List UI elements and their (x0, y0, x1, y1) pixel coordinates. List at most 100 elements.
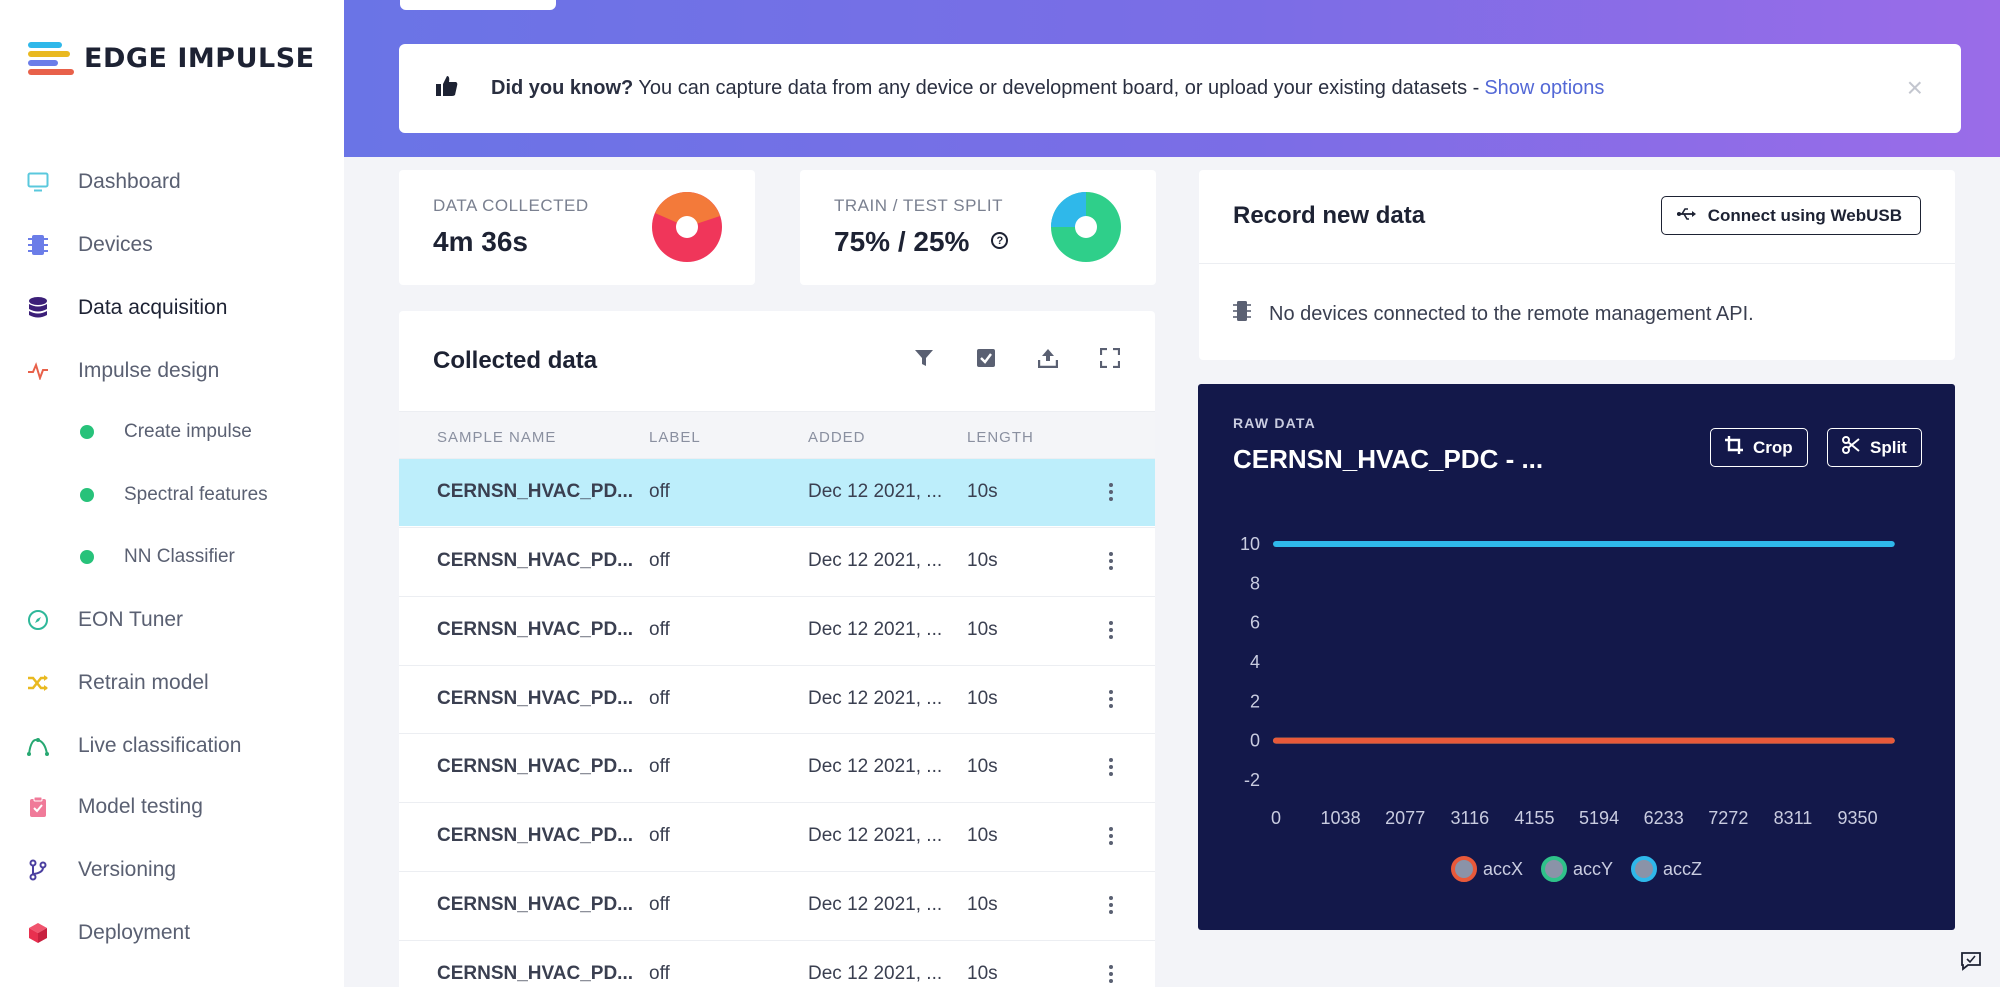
usb-icon (1676, 206, 1696, 226)
y-tick-label: 6 (1250, 613, 1260, 633)
sidebar-item-label: Devices (78, 233, 153, 256)
legend-label: accZ (1663, 858, 1703, 879)
x-tick-label: 0 (1271, 808, 1281, 828)
sidebar-item-data-acquisition[interactable]: Data acquisition (26, 296, 227, 320)
added-cell: Dec 12 2021, ... (808, 963, 943, 984)
sidebar-item-devices[interactable]: Devices (26, 233, 153, 257)
added-cell: Dec 12 2021, ... (808, 756, 943, 777)
help-icon[interactable]: ? (991, 232, 1009, 250)
close-icon[interactable]: × (1906, 72, 1923, 103)
table-row[interactable]: CERNSN_HVAC_PD... off Dec 12 2021, ... 1… (399, 527, 1155, 595)
upload-icon[interactable] (1037, 347, 1059, 369)
sidebar-subitem-nn-classifier[interactable]: NN Classifier (80, 546, 235, 568)
curve-icon (26, 734, 50, 758)
sidebar-item-label: Data acquisition (78, 296, 228, 319)
connect-webusb-button[interactable]: Connect using WebUSB (1660, 196, 1921, 235)
select-checkbox-icon[interactable] (975, 347, 997, 369)
table-row[interactable]: CERNSN_HVAC_PD... off Dec 12 2021, ... 1… (399, 940, 1155, 987)
collected-data-toolbar (913, 347, 1121, 369)
crop-button[interactable]: Crop (1710, 428, 1808, 467)
table-row[interactable]: CERNSN_HVAC_PD... off Dec 12 2021, ... 1… (399, 458, 1155, 526)
row-menu-icon[interactable] (1109, 552, 1115, 570)
collected-data-panel: Collected data SAMPLE NAME LABEL ADDED L… (399, 311, 1155, 987)
sidebar-item-model-testing[interactable]: Model testing (26, 795, 203, 819)
sidebar-item-live-classification[interactable]: Live classification (26, 734, 241, 758)
page-header: Did you know? You can capture data from … (344, 0, 2000, 157)
raw-data-label: RAW DATA (1233, 415, 1316, 431)
shuffle-icon (26, 671, 50, 695)
button-label: Crop (1753, 437, 1793, 457)
app-logo[interactable]: EDGE IMPULSE (28, 42, 315, 75)
row-menu-icon[interactable] (1109, 827, 1115, 845)
show-options-link[interactable]: Show options (1484, 77, 1605, 99)
header-tab[interactable] (400, 0, 556, 10)
legend-item[interactable]: accX (1450, 856, 1523, 882)
label-cell: off (649, 688, 670, 709)
column-header-length[interactable]: LENGTH (967, 429, 1034, 446)
sidebar-item-dashboard[interactable]: Dashboard (26, 170, 181, 194)
table-row[interactable]: CERNSN_HVAC_PD... off Dec 12 2021, ... 1… (399, 733, 1155, 801)
sidebar-subitem-create-impulse[interactable]: Create impulse (80, 421, 252, 443)
row-menu-icon[interactable] (1109, 758, 1115, 776)
label-cell: off (649, 619, 670, 640)
y-tick-label: 10 (1240, 534, 1260, 554)
legend-item[interactable]: accZ (1631, 856, 1702, 882)
button-label: Connect using WebUSB (1707, 205, 1902, 225)
legend-label: accX (1482, 858, 1523, 879)
label-cell: off (649, 825, 670, 846)
legend-item[interactable]: accY (1540, 856, 1613, 882)
column-header-sample-name[interactable]: SAMPLE NAME (437, 429, 557, 446)
row-menu-icon[interactable] (1109, 621, 1115, 639)
sidebar-subitem-label: Create impulse (124, 421, 252, 442)
stat-label: DATA COLLECTED (433, 196, 589, 215)
pulse-icon (26, 359, 50, 383)
chart-legend: accX accY accZ (1198, 856, 1955, 882)
split-button[interactable]: Split (1827, 428, 1922, 467)
status-dot-icon (80, 425, 94, 439)
table-row[interactable]: CERNSN_HVAC_PD... off Dec 12 2021, ... 1… (399, 802, 1155, 870)
database-icon (26, 296, 50, 320)
sidebar-subitem-spectral-features[interactable]: Spectral features (80, 484, 268, 506)
feedback-icon[interactable] (1960, 951, 1984, 973)
row-menu-icon[interactable] (1109, 965, 1115, 983)
train-test-split-card: TRAIN / TEST SPLIT 75% / 25%? (800, 170, 1156, 285)
cube-icon (26, 921, 50, 945)
expand-icon[interactable] (1099, 347, 1121, 369)
legend-swatch (1450, 856, 1477, 882)
sidebar-item-versioning[interactable]: Versioning (26, 858, 176, 882)
sidebar-item-label: Retrain model (78, 671, 209, 694)
y-tick-label: 8 (1250, 573, 1260, 593)
scissors-icon (1842, 436, 1860, 459)
added-cell: Dec 12 2021, ... (808, 481, 943, 502)
raw-data-chart: 10 8 6 4 2 0 -2 0 1038 2077 3116 4155 5194 6233 7272 83… (1240, 534, 1895, 828)
split-pie-chart (1051, 192, 1121, 262)
added-cell: Dec 12 2021, ... (808, 619, 943, 640)
sidebar-item-label: Dashboard (78, 170, 181, 193)
split-value: 75% / 25% (834, 226, 970, 257)
banner-text: Did you know? You can capture data from … (491, 77, 1604, 100)
logo-icon (28, 42, 74, 75)
column-header-label[interactable]: LABEL (649, 429, 701, 446)
sidebar-item-retrain-model[interactable]: Retrain model (26, 671, 209, 695)
sidebar-item-impulse-design[interactable]: Impulse design (26, 359, 219, 383)
sample-name-cell: CERNSN_HVAC_PD... (437, 481, 634, 502)
sidebar-item-label: Versioning (78, 858, 177, 881)
length-cell: 10s (967, 894, 998, 915)
row-menu-icon[interactable] (1109, 896, 1115, 914)
sidebar-item-deployment[interactable]: Deployment (26, 921, 190, 945)
sidebar-item-eon-tuner[interactable]: EON Tuner (26, 608, 183, 632)
row-menu-icon[interactable] (1109, 690, 1115, 708)
status-dot-icon (80, 550, 94, 564)
table-row[interactable]: CERNSN_HVAC_PD... off Dec 12 2021, ... 1… (399, 665, 1155, 733)
row-menu-icon[interactable] (1109, 483, 1115, 501)
length-cell: 10s (967, 481, 998, 502)
stat-value: 75% / 25%? (834, 226, 1009, 258)
column-header-added[interactable]: ADDED (808, 429, 866, 446)
filter-icon[interactable] (913, 347, 935, 369)
y-tick-label: 0 (1250, 731, 1260, 751)
table-row[interactable]: CERNSN_HVAC_PD... off Dec 12 2021, ... 1… (399, 596, 1155, 664)
added-cell: Dec 12 2021, ... (808, 825, 943, 846)
table-row[interactable]: CERNSN_HVAC_PD... off Dec 12 2021, ... 1… (399, 871, 1155, 939)
sidebar-item-label: Deployment (78, 921, 191, 944)
x-tick-label: 5194 (1579, 808, 1619, 828)
